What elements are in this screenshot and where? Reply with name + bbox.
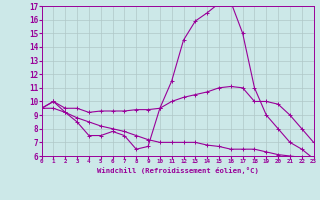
X-axis label: Windchill (Refroidissement éolien,°C): Windchill (Refroidissement éolien,°C)	[97, 167, 259, 174]
